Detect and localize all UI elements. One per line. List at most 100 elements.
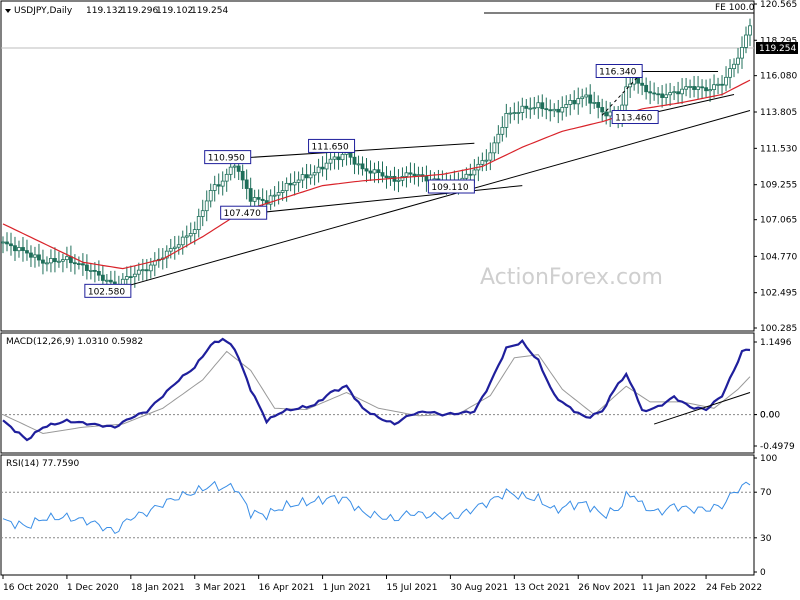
candle-body	[324, 162, 329, 170]
rsi-y-label: 70	[760, 488, 772, 498]
candle-body	[700, 86, 704, 89]
macd-panel-frame	[0, 332, 755, 454]
candle-body	[520, 105, 525, 113]
candle-body	[512, 112, 517, 115]
candle-body	[748, 25, 752, 36]
rsi-y-label: 30	[760, 534, 772, 544]
candle-body	[21, 247, 25, 251]
ohlc-close: 119.254	[191, 6, 228, 16]
candle-body	[656, 93, 661, 96]
candle-body	[640, 82, 645, 86]
candle-body	[164, 250, 169, 259]
candle-body	[732, 63, 736, 70]
rsi-line	[2, 480, 751, 535]
candle-body	[73, 262, 77, 265]
candle-body	[596, 102, 601, 108]
price-label-box	[308, 138, 356, 153]
candle-body	[88, 269, 93, 272]
candle-body	[41, 259, 45, 264]
candle-body	[560, 107, 565, 113]
candle-body	[200, 210, 205, 217]
candle-body	[292, 181, 297, 186]
candle-body	[384, 175, 389, 178]
candle-body	[720, 83, 724, 86]
candle-body	[65, 256, 69, 261]
macd-title: MACD(12,26,9) 1.0310 0.5982	[6, 337, 143, 347]
macd-y-label: -0.4979	[760, 442, 795, 452]
candle-body	[380, 172, 385, 177]
candle-body	[240, 170, 245, 181]
candle-body	[276, 192, 281, 196]
candle-body	[244, 179, 249, 189]
rsi-y-label: 100	[760, 454, 777, 464]
candle-body	[496, 133, 501, 144]
candle-body	[684, 86, 688, 90]
candle-body	[536, 102, 541, 109]
price-label-box	[204, 150, 252, 165]
candle-body	[53, 258, 57, 263]
candle-body	[544, 108, 549, 111]
candle-body	[392, 176, 397, 182]
price-label-text: 113.460	[615, 114, 652, 124]
price-y-label: 109.255	[760, 181, 797, 191]
candle-body	[736, 57, 740, 65]
candle-body	[108, 279, 113, 283]
candle-body	[336, 156, 341, 161]
candle-body	[84, 264, 89, 272]
candle-body	[552, 108, 557, 112]
candle-body	[100, 274, 105, 281]
candle-body	[396, 179, 401, 182]
x-tick-label: 16 Oct 2020	[3, 583, 59, 593]
rsi-panel-frame	[0, 454, 755, 576]
price-label-text: 111.650	[312, 142, 349, 152]
candle-body	[716, 83, 720, 86]
price-label-text: 109.110	[431, 183, 468, 193]
trendline-lower	[250, 185, 523, 215]
candle-body	[284, 182, 289, 192]
rsi-title: RSI(14) 77.7590	[6, 459, 79, 469]
price-y-label: 118.295	[760, 36, 797, 46]
candle-body	[272, 194, 277, 197]
candle-body	[492, 142, 497, 154]
candle-body	[25, 250, 29, 254]
candle-body	[332, 156, 337, 160]
candle-body	[224, 173, 229, 182]
macd-y-label: 0.0	[760, 411, 775, 421]
price-label-box	[84, 283, 132, 298]
candle-body	[352, 156, 357, 165]
candle-body	[660, 93, 665, 98]
x-tick-label: 26 Nov 2021	[578, 583, 636, 593]
dropdown-arrow-icon[interactable]	[5, 9, 11, 13]
candle-body	[532, 107, 537, 110]
candle-body	[708, 89, 712, 92]
candle-body	[176, 244, 181, 248]
ohlc-open: 119.132	[86, 6, 123, 16]
trendline-support	[114, 110, 751, 290]
candle-body	[724, 76, 728, 86]
candle-body	[360, 163, 365, 170]
watermark: ActionForex.com	[480, 265, 663, 290]
candle-body	[320, 166, 325, 170]
candle-body	[372, 169, 377, 174]
candle-body	[148, 264, 153, 272]
ohlc-low: 119.102	[156, 6, 193, 16]
candle-body	[500, 126, 505, 135]
candle-body	[172, 246, 177, 249]
candle-body	[504, 113, 509, 128]
price-label-text: 116.340	[599, 68, 636, 78]
candle-body	[208, 190, 213, 202]
candle-body	[80, 263, 85, 266]
macd-y-label: 0.00	[760, 411, 780, 421]
candle-body	[364, 168, 369, 172]
candle-body	[92, 269, 97, 272]
x-tick-label: 16 Apr 2021	[259, 583, 315, 593]
candle-body	[304, 174, 309, 179]
candle-body	[468, 173, 473, 176]
candle-body	[228, 166, 233, 175]
candle-body	[212, 184, 217, 191]
candle-body	[248, 188, 253, 202]
candle-body	[600, 107, 605, 113]
candle-body	[96, 271, 101, 276]
candle-body	[464, 173, 469, 179]
candle-body	[348, 152, 353, 158]
